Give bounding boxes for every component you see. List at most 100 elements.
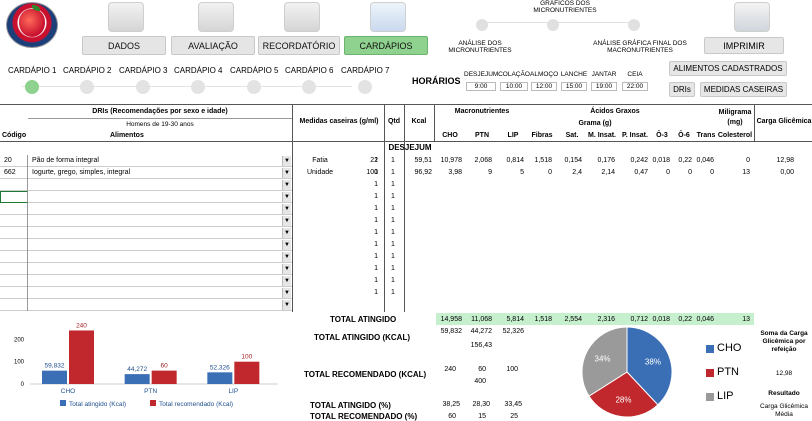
codigo-cell[interactable] [0,191,28,203]
tab-cardapio-1[interactable]: CARDÁPIO 1 [8,66,57,75]
codigo-cell[interactable] [0,179,28,191]
step-dot[interactable] [628,19,640,31]
codigo-cell[interactable] [0,239,28,251]
calculator-icon[interactable] [198,2,234,32]
tab-cardapio-2[interactable]: CARDÁPIO 2 [63,66,112,75]
qtd-input[interactable]: 1 [391,169,395,176]
cardapio-4-dot[interactable] [191,80,205,94]
dropdown-arrow-icon[interactable]: ▼ [282,180,291,190]
codigo-cell[interactable] [0,155,28,167]
cardapio-2-dot[interactable] [80,80,94,94]
time-input[interactable]: 9:00 [466,82,496,91]
codigo-cell[interactable] [0,287,28,299]
cardapio-3-dot[interactable] [136,80,150,94]
codigo-cell[interactable] [0,299,28,311]
dropdown-arrow-icon[interactable]: ▼ [282,264,291,274]
dropdown-arrow-icon[interactable]: ▼ [282,156,291,166]
qtd-cell[interactable]: 1 [374,289,378,296]
tab-cardapio-4[interactable]: CARDÁPIO 4 [174,66,223,75]
analise-macro[interactable]: ANÁLISE GRÁFICA FINAL DOS MACRONUTRIENTE… [593,40,687,54]
qtd-input[interactable]: 1 [391,157,395,164]
table-row[interactable] [0,227,292,239]
qtd-input[interactable]: 1 [391,265,395,272]
qtd-input[interactable]: 1 [391,205,395,212]
qtd-cell[interactable]: 1 [374,181,378,188]
qtd-cell[interactable]: 1 [374,193,378,200]
document-icon[interactable] [370,2,406,32]
printer-icon[interactable] [734,2,770,32]
qtd-cell[interactable]: 1 [374,241,378,248]
dropdown-arrow-icon[interactable]: ▼ [282,204,291,214]
alimento-value[interactable]: Pão de forma integral [32,157,99,164]
table-row[interactable] [0,203,292,215]
tab-cardapio-7[interactable]: CARDÁPIO 7 [341,66,390,75]
qtd-input[interactable]: 1 [391,277,395,284]
time-input[interactable]: 12:00 [531,82,557,91]
dropdown-arrow-icon[interactable]: ▼ [282,216,291,226]
dropdown-arrow-icon[interactable]: ▼ [282,300,291,310]
dropdown-arrow-icon[interactable]: ▼ [282,168,291,178]
nav-recordatorio[interactable]: RECORDATÓRIO [258,36,340,55]
imprimir-button[interactable]: IMPRIMIR [704,37,784,54]
table-row[interactable] [0,179,292,191]
table-row[interactable] [0,299,292,311]
codigo-cell[interactable] [0,215,28,227]
qtd-input[interactable]: 1 [391,241,395,248]
nav-cardapios[interactable]: CARDÁPIOS [344,36,428,55]
qtd-cell[interactable]: 1 [374,205,378,212]
table-row[interactable] [0,251,292,263]
table-row[interactable] [0,287,292,299]
dropdown-arrow-icon[interactable]: ▼ [282,288,291,298]
qtd-input[interactable]: 1 [391,289,395,296]
folder-icon[interactable] [284,2,320,32]
nav-avaliacao[interactable]: AVALIAÇÃO [171,36,255,55]
cardapio-5-dot[interactable] [247,80,261,94]
alimento-value[interactable]: Iogurte, grego, simples, integral [32,169,131,176]
table-row[interactable] [0,167,292,179]
dropdown-arrow-icon[interactable]: ▼ [282,276,291,286]
qtd-cell[interactable]: 1 [374,157,378,164]
dropdown-arrow-icon[interactable]: ▼ [282,228,291,238]
medidas-caseiras-button[interactable]: MEDIDAS CASEIRAS [700,82,787,97]
table-row[interactable] [0,275,292,287]
time-input[interactable]: 22:00 [622,82,648,91]
cardapio-6-dot[interactable] [302,80,316,94]
table-row[interactable] [0,155,292,167]
time-input[interactable]: 15:00 [561,82,587,91]
codigo-value[interactable]: 662 [4,169,16,176]
codigo-cell[interactable] [0,263,28,275]
codigo-cell[interactable] [0,227,28,239]
user-icon[interactable] [108,2,144,32]
qtd-cell[interactable]: 1 [374,277,378,284]
codigo-cell[interactable] [0,203,28,215]
time-input[interactable]: 19:00 [591,82,617,91]
qtd-cell[interactable]: 1 [374,229,378,236]
analise-micro[interactable]: ANÁLISE DOS MICRONUTRIENTES [448,40,512,54]
graficos-title[interactable]: GRÁFICOS DOS MICRONUTRIENTES [533,0,597,14]
qtd-cell[interactable]: 1 [374,169,378,176]
dropdown-arrow-icon[interactable]: ▼ [282,252,291,262]
qtd-input[interactable]: 1 [391,253,395,260]
codigo-value[interactable]: 20 [4,157,12,164]
codigo-cell[interactable] [0,251,28,263]
cardapio-1-dot[interactable] [25,80,39,94]
time-input[interactable]: 10:00 [500,82,528,91]
qtd-input[interactable]: 1 [391,181,395,188]
qtd-cell[interactable]: 1 [374,265,378,272]
table-row[interactable] [0,215,292,227]
codigo-cell[interactable] [0,167,28,179]
qtd-cell[interactable]: 1 [374,253,378,260]
table-row[interactable] [0,263,292,275]
cardapio-7-dot[interactable] [358,80,372,94]
qtd-input[interactable]: 1 [391,193,395,200]
qtd-input[interactable]: 1 [391,217,395,224]
tab-cardapio-6[interactable]: CARDÁPIO 6 [285,66,334,75]
table-row[interactable] [0,191,292,203]
dropdown-arrow-icon[interactable]: ▼ [282,240,291,250]
qtd-input[interactable]: 1 [391,229,395,236]
dris-button[interactable]: DRIs [669,82,695,97]
step-dot[interactable] [476,19,488,31]
tab-cardapio-3[interactable]: CARDÁPIO 3 [119,66,168,75]
step-dot[interactable] [547,19,559,31]
nav-dados[interactable]: DADOS [82,36,166,55]
